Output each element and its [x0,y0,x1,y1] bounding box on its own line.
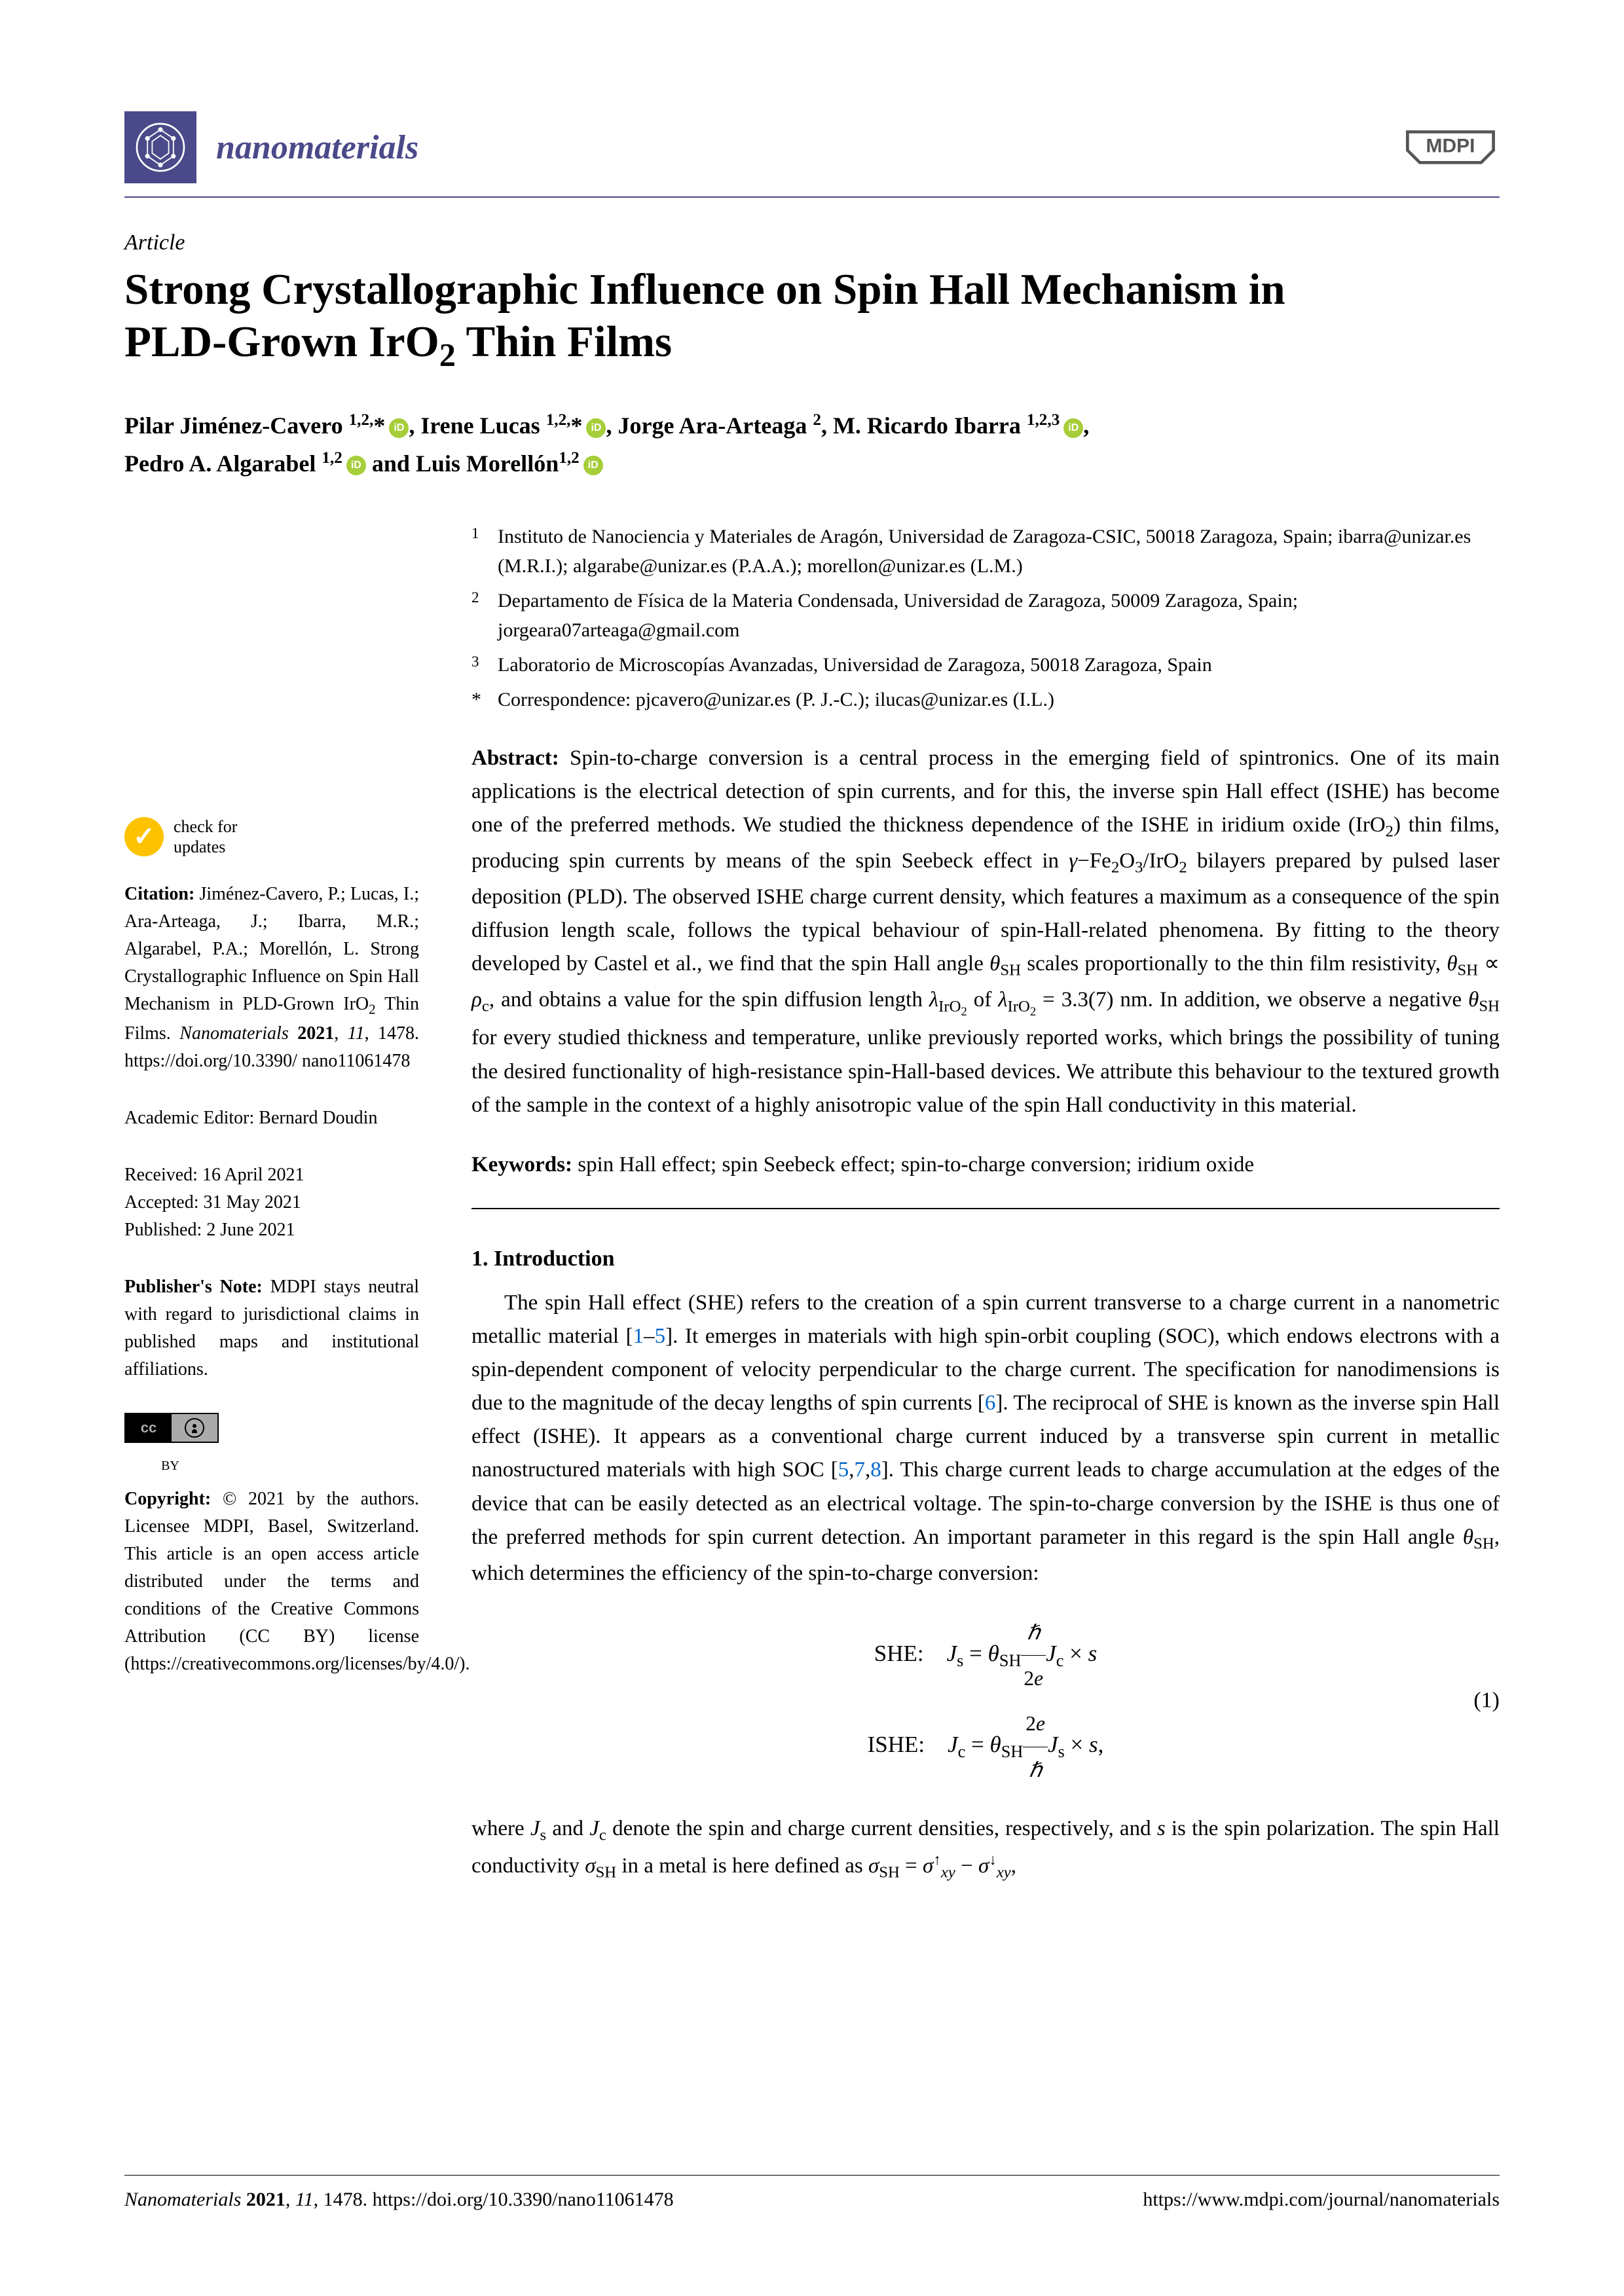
check-icon: ✓ [124,817,164,856]
footer-left: Nanomaterials 2021, 11, 1478. https://do… [124,2189,674,2211]
editor-label: Academic Editor: [124,1108,254,1128]
citation-link[interactable]: 5 [655,1324,666,1348]
date-received: Received: 16 April 2021 [124,1161,419,1189]
pubnote-label: Publisher's Note: [124,1277,263,1297]
title-sub: 2 [439,337,456,373]
authors-line: Pilar Jiménez-Cavero 1,2,*, Irene Lucas … [124,407,1500,483]
left-sidebar: ✓ check forupdates Citation: Jiménez-Cav… [124,522,419,1892]
journal-logo-icon [124,111,196,183]
orcid-icon[interactable] [389,418,409,438]
header: nanomaterials MDPI [124,111,1500,198]
affil-num: 1 [471,522,498,581]
orcid-icon[interactable] [583,456,603,475]
citation-block: Citation: Jiménez-Cavero, P.; Lucas, I.;… [124,881,419,1075]
cc-badge-icon[interactable]: cc [124,1413,219,1443]
cc-license-block: cc BY Copyright: © 2021 by the authors. … [124,1413,419,1678]
section-heading: 1. Introduction [471,1242,1500,1277]
affil-num: 2 [471,586,498,645]
eq-ishe-label: ISHE: [868,1732,925,1757]
affil-num: * [471,685,498,716]
check-updates-label: check forupdates [174,816,237,857]
page-footer: Nanomaterials 2021, 11, 1478. https://do… [124,2175,1500,2211]
orcid-icon[interactable] [1063,418,1083,438]
dates-block: Received: 16 April 2021 Accepted: 31 May… [124,1161,419,1244]
intro-paragraph: The spin Hall effect (SHE) refers to the… [471,1286,1500,1590]
publisher-note: Publisher's Note: MDPI stays neutral wit… [124,1273,419,1383]
keywords-text: spin Hall effect; spin Seebeck effect; s… [578,1153,1254,1176]
copyright-label: Copyright: [124,1489,211,1509]
title-line1: Strong Crystallographic Influence on Spi… [124,265,1285,314]
intro-paragraph-2: where Js and Jc denote the spin and char… [471,1812,1500,1886]
journal-name: nanomaterials [216,128,418,167]
affil-num: 3 [471,650,498,680]
affiliations: 1Instituto de Nanociencia y Materiales d… [471,522,1500,716]
orcid-icon[interactable] [346,456,366,475]
title-line2b: Thin Films [456,318,672,366]
article-type: Article [124,230,1500,255]
footer-right[interactable]: https://www.mdpi.com/journal/nanomateria… [1143,2189,1500,2211]
copyright-text: Copyright: © 2021 by the authors. Licens… [124,1485,419,1678]
editor-name: Bernard Doudin [259,1108,377,1128]
equation-number: (1) [1473,1684,1500,1719]
date-published: Published: 2 June 2021 [124,1216,419,1244]
keywords: Keywords: spin Hall effect; spin Seebeck… [471,1148,1500,1182]
abstract: Abstract: Spin-to-charge conversion is a… [471,742,1500,1122]
article-title: Strong Crystallographic Influence on Spi… [124,263,1500,374]
affil-text: Laboratorio de Microscopías Avanzadas, U… [498,650,1500,680]
abstract-label: Abstract: [471,746,559,770]
citation-link[interactable]: 8 [870,1458,881,1482]
citation-link[interactable]: 6 [985,1391,996,1415]
equation-block: SHE: Js = θSHℏ2eJc × s ISHE: Jc = θSH2eℏ… [471,1610,1500,1793]
title-line2a: PLD-Grown IrO [124,318,439,366]
citation-link[interactable]: 5 [838,1458,849,1482]
copyright-body: © 2021 by the authors. Licensee MDPI, Ba… [124,1489,470,1674]
affil-text: Correspondence: pjcavero@unizar.es (P. J… [498,685,1500,716]
svg-text:MDPI: MDPI [1426,136,1475,157]
main-content: 1Instituto de Nanociencia y Materiales d… [471,522,1500,1892]
editor-block: Academic Editor: Bernard Doudin [124,1104,419,1132]
keywords-label: Keywords: [471,1153,572,1176]
eq-she-label: SHE: [874,1641,924,1666]
journal-brand: nanomaterials [124,111,418,183]
affil-text: Instituto de Nanociencia y Materiales de… [498,522,1500,581]
citation-link[interactable]: 7 [855,1458,866,1482]
citation-link[interactable]: 1 [633,1324,644,1348]
date-accepted: Accepted: 31 May 2021 [124,1189,419,1216]
cc-by-label: BY [124,1456,216,1476]
affil-text: Departamento de Física de la Materia Con… [498,586,1500,645]
check-updates-button[interactable]: ✓ check forupdates [124,816,419,857]
mdpi-logo-icon: MDPI [1401,115,1500,180]
divider [471,1208,1500,1209]
citation-label: Citation: [124,884,194,904]
orcid-icon[interactable] [586,418,606,438]
